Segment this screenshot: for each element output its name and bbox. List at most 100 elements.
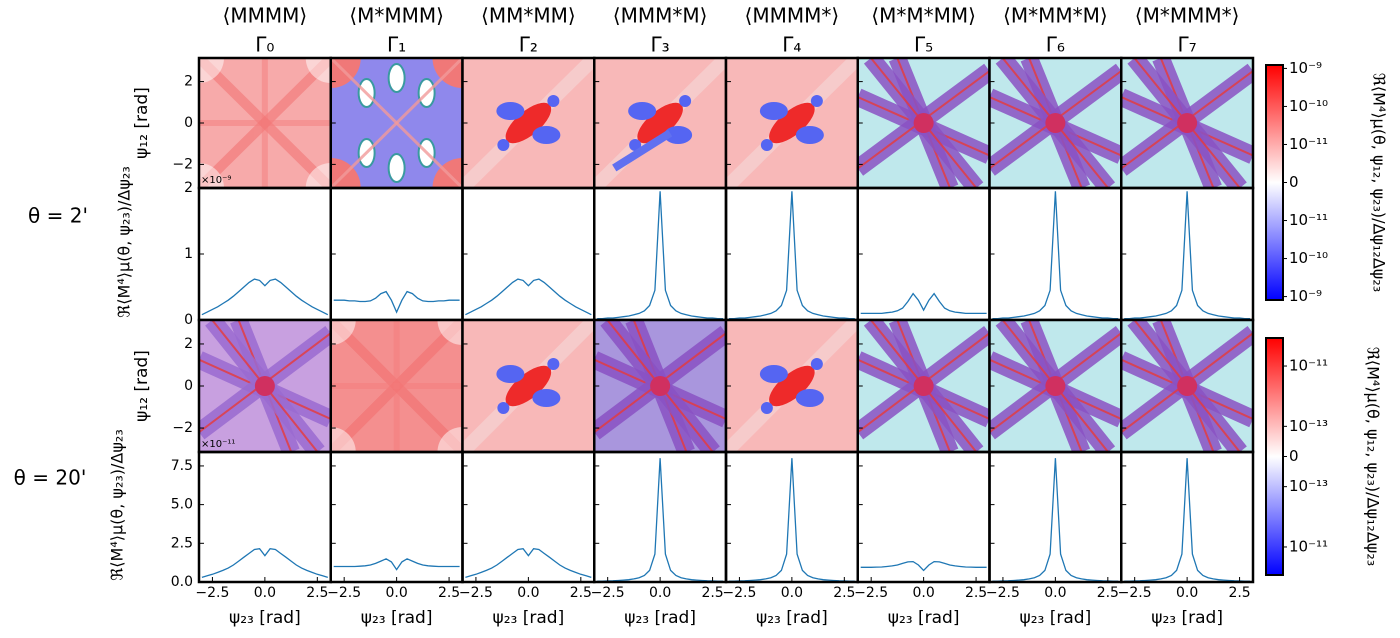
y-tick-label: 0 <box>184 115 193 131</box>
heatmap-panel <box>856 318 991 454</box>
x-axis-label: ψ₂₃ [rad] <box>756 608 828 628</box>
heatmap-blob <box>795 126 824 144</box>
panel-frame <box>724 450 859 584</box>
heatmap-blob <box>437 320 463 345</box>
heatmap-image <box>594 58 726 188</box>
heatmap-blob <box>496 102 525 120</box>
heatmap-panel <box>724 318 859 454</box>
heatmap-image <box>1121 58 1253 188</box>
x-tick-label: 0.0 <box>912 585 934 601</box>
colorbar-label: ℜ⟨M⁴⟩μ(θ, ψ₁₂, ψ₂₃)/Δψ₁₂Δψ₂₃ <box>1364 347 1383 566</box>
y-axis-label: ℜ⟨M⁴⟩μ(θ, ψ₂₃)/Δψ₂₃ <box>108 429 127 580</box>
heatmap-image <box>989 58 1122 188</box>
heatmap-blob <box>637 102 683 144</box>
y-tick-label: 7.5 <box>171 458 193 474</box>
colorbar-tick-label: 10⁻¹³ <box>1289 477 1328 495</box>
line-panel <box>856 186 991 322</box>
colorbar <box>1265 64 1284 301</box>
data-line <box>201 278 329 316</box>
column-title: ⟨MMMM⟩ <box>223 4 308 28</box>
column-gamma: Γ₅ <box>914 33 933 57</box>
heatmap-image <box>1121 320 1253 452</box>
x-tick-label: 2.5 <box>438 585 460 601</box>
x-tick-label: 2.5 <box>965 585 987 601</box>
heatmap-blob <box>628 102 657 120</box>
y-tick-label: 2 <box>184 336 193 352</box>
heatmap-blob <box>532 126 561 144</box>
data-line <box>333 558 460 571</box>
line-panel <box>329 450 464 584</box>
heatmap-blob <box>387 153 406 183</box>
y-axis-label: ℜ⟨M⁴⟩μ(θ, ψ₂₃)/Δψ₂₃ <box>115 166 134 317</box>
x-axis-label: ψ₂₃ [rad] <box>624 608 696 628</box>
heatmap-panel <box>593 318 728 454</box>
heatmap-image <box>857 58 990 188</box>
x-axis-label: ψ₂₃ [rad] <box>493 608 565 628</box>
x-tick-label: −2.5 <box>986 585 1020 601</box>
heatmap-blob <box>305 58 331 83</box>
heatmap-blob <box>330 427 356 452</box>
heatmap-image <box>857 320 990 452</box>
heatmap-image <box>330 320 463 452</box>
heatmap-blob <box>1177 113 1198 133</box>
data-line <box>465 547 592 579</box>
y-tick-label: 0 <box>184 378 193 394</box>
y-tick-label: −2 <box>172 420 193 436</box>
colorbar-tick-label: 0 <box>1289 173 1299 191</box>
heatmap-blob <box>913 376 934 396</box>
colorbar-tick-label: 10⁻¹¹ <box>1289 537 1328 555</box>
heatmap-blob <box>759 102 788 120</box>
line-panel <box>1120 186 1255 322</box>
heatmap-image <box>594 320 726 452</box>
x-axis-label: ψ₂₃ [rad] <box>1020 608 1092 628</box>
column-title: ⟨MMM*M⟩ <box>613 4 708 28</box>
x-tick-label: 0.0 <box>1176 585 1198 601</box>
data-line <box>728 191 855 320</box>
x-axis-label: ψ₂₃ [rad] <box>888 608 960 628</box>
data-line <box>597 191 724 320</box>
x-tick-label: 2.5 <box>833 585 855 601</box>
line-panel <box>988 450 1123 584</box>
heatmap-blob <box>330 320 356 345</box>
column-gamma: Γ₂ <box>519 33 538 57</box>
colorbar-tick-label: 10⁻¹¹ <box>1289 135 1328 153</box>
heatmap-panel <box>1120 56 1255 190</box>
data-line <box>1124 191 1251 320</box>
heatmap-blob <box>769 365 815 407</box>
column-title: ⟨M*MMM*⟩ <box>1135 4 1240 28</box>
heatmap-blob <box>1045 376 1066 396</box>
heatmap-image <box>989 320 1122 452</box>
multiplier: ×10⁻⁹ <box>201 175 231 186</box>
x-tick-label: 2.5 <box>306 585 328 601</box>
heatmap-panel <box>461 318 596 454</box>
x-tick-label: 2.5 <box>1097 585 1119 601</box>
panel-frame <box>1120 186 1255 322</box>
heatmap-image <box>199 58 331 188</box>
column-title: ⟨MM*MM⟩ <box>481 4 576 28</box>
y-tick-label: 5.0 <box>171 497 193 513</box>
heatmap-blob <box>199 163 224 188</box>
x-tick-label: 2.5 <box>701 585 723 601</box>
line-panel <box>461 450 596 584</box>
y-tick-label: 0.0 <box>171 574 193 590</box>
heatmap-blob <box>679 95 692 107</box>
column-gamma: Γ₁ <box>387 33 406 57</box>
heatmap-blob <box>505 102 552 144</box>
heatmap-panel <box>1120 318 1255 454</box>
panel-frame <box>724 186 859 322</box>
x-tick-label: 0.0 <box>385 585 407 601</box>
colorbar-tick-label: 10⁻¹¹ <box>1289 357 1328 375</box>
colorbar-tick-label: 0 <box>1289 447 1299 465</box>
heatmap-blob <box>199 58 224 83</box>
x-tick-label: −2.5 <box>854 585 888 601</box>
x-tick-label: 0.0 <box>649 585 671 601</box>
heatmap-blob <box>497 139 510 151</box>
data-line <box>992 191 1119 320</box>
x-tick-label: −2.5 <box>591 585 625 601</box>
column-title: ⟨M*M*MM⟩ <box>871 4 976 28</box>
heatmap-blob <box>1177 376 1198 396</box>
y-tick-label: 2.5 <box>171 535 193 551</box>
data-line <box>465 278 592 316</box>
data-line <box>860 560 987 572</box>
data-line <box>860 292 987 315</box>
